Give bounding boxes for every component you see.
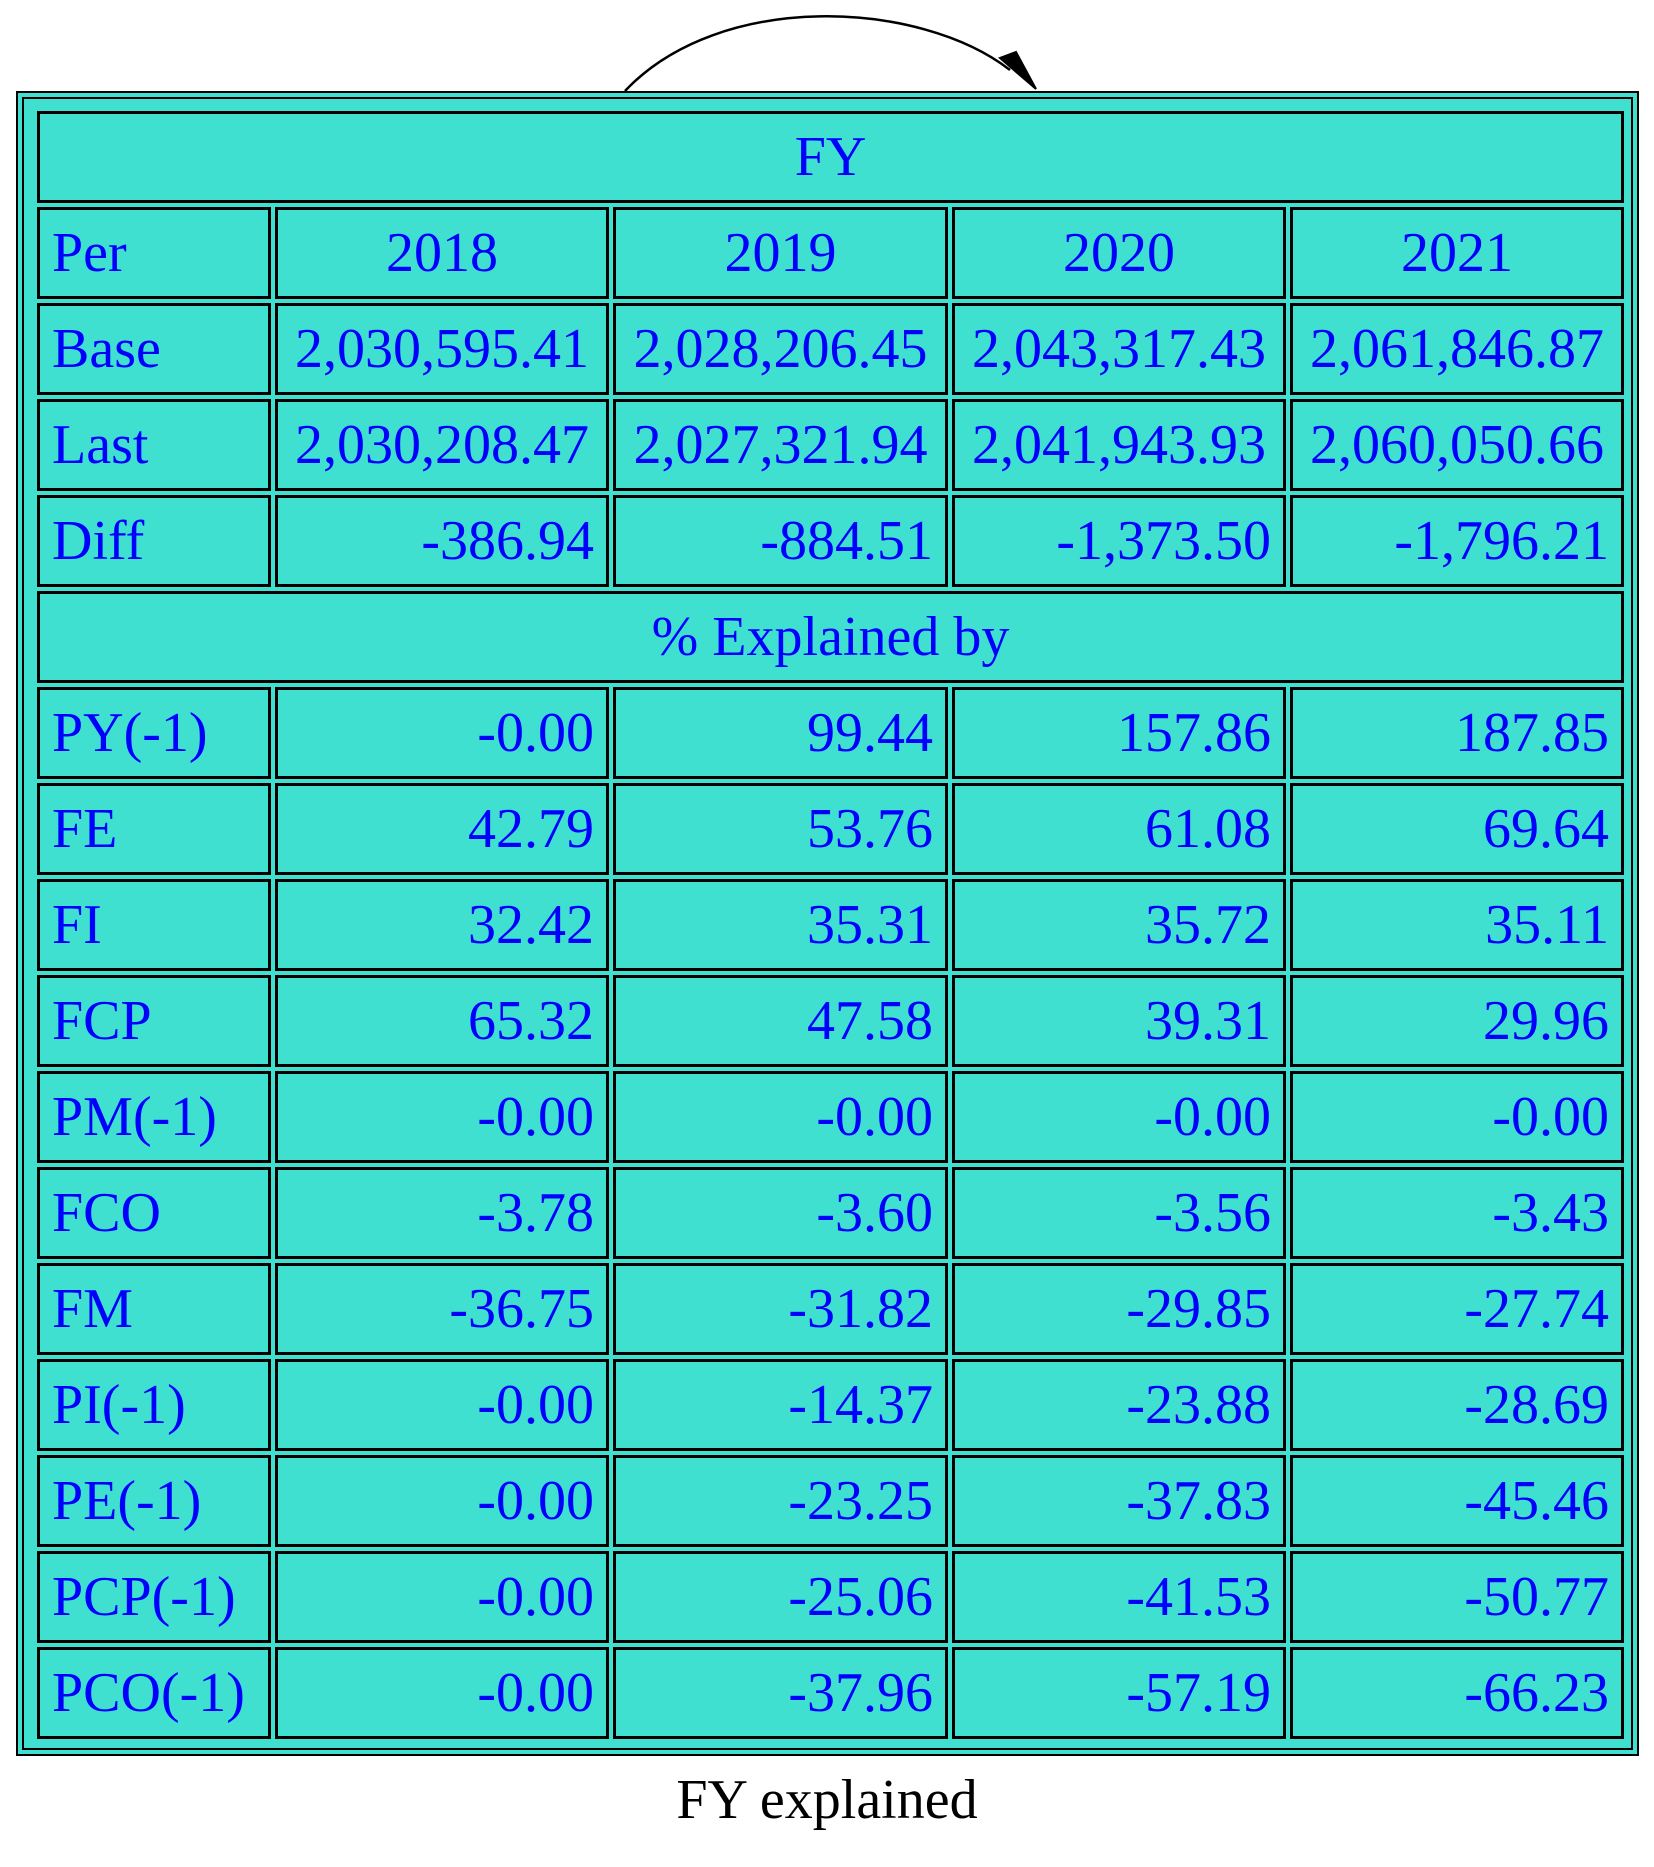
row-label-base: Base bbox=[37, 303, 271, 395]
year-header-2021: 2021 bbox=[1290, 207, 1624, 299]
value-cell: -25.06 bbox=[613, 1551, 948, 1643]
value-cell: -0.00 bbox=[275, 687, 609, 779]
value-cell: 39.31 bbox=[952, 975, 1286, 1067]
value-cell: -1,796.21 bbox=[1290, 495, 1624, 587]
table-title: FY bbox=[37, 111, 1624, 203]
value-cell: 35.31 bbox=[613, 879, 948, 971]
row-label: FE bbox=[37, 783, 271, 875]
value-cell: -37.83 bbox=[952, 1455, 1286, 1547]
value-cell: -36.75 bbox=[275, 1263, 609, 1355]
value-cell: 32.42 bbox=[275, 879, 609, 971]
self-loop-arrow bbox=[624, 15, 1037, 92]
value-cell: 2,060,050.66 bbox=[1290, 399, 1624, 491]
fy-node-inner-border bbox=[22, 97, 1633, 1750]
value-cell: 65.32 bbox=[275, 975, 609, 1067]
value-cell: -1,373.50 bbox=[952, 495, 1286, 587]
value-cell: -14.37 bbox=[613, 1359, 948, 1451]
value-cell: 99.44 bbox=[613, 687, 948, 779]
value-cell: -3.78 bbox=[275, 1167, 609, 1259]
value-cell: 42.79 bbox=[275, 783, 609, 875]
value-cell: 53.76 bbox=[613, 783, 948, 875]
self-loop-edge bbox=[624, 15, 1011, 92]
section-header: % Explained by bbox=[37, 591, 1624, 683]
value-cell: -3.56 bbox=[952, 1167, 1286, 1259]
value-cell: -29.85 bbox=[952, 1263, 1286, 1355]
year-header-2020: 2020 bbox=[952, 207, 1286, 299]
row-label: PCP(-1) bbox=[37, 1551, 271, 1643]
value-cell: -23.88 bbox=[952, 1359, 1286, 1451]
value-cell: 2,028,206.45 bbox=[613, 303, 948, 395]
value-cell: -0.00 bbox=[1290, 1071, 1624, 1163]
value-cell: 2,061,846.87 bbox=[1290, 303, 1624, 395]
value-cell: 2,043,317.43 bbox=[952, 303, 1286, 395]
value-cell: -23.25 bbox=[613, 1455, 948, 1547]
value-cell: 35.11 bbox=[1290, 879, 1624, 971]
value-cell: 35.72 bbox=[952, 879, 1286, 971]
row-label: FI bbox=[37, 879, 271, 971]
value-cell: -0.00 bbox=[613, 1071, 948, 1163]
value-cell: -50.77 bbox=[1290, 1551, 1624, 1643]
value-cell: -45.46 bbox=[1290, 1455, 1624, 1547]
row-label: FCO bbox=[37, 1167, 271, 1259]
value-cell: -37.96 bbox=[613, 1647, 948, 1739]
value-cell: 47.58 bbox=[613, 975, 948, 1067]
year-header-2019: 2019 bbox=[613, 207, 948, 299]
value-cell: -66.23 bbox=[1290, 1647, 1624, 1739]
value-cell: -386.94 bbox=[275, 495, 609, 587]
value-cell: -41.53 bbox=[952, 1551, 1286, 1643]
value-cell: 187.85 bbox=[1290, 687, 1624, 779]
value-cell: 69.64 bbox=[1290, 783, 1624, 875]
value-cell: -27.74 bbox=[1290, 1263, 1624, 1355]
value-cell: 2,030,208.47 bbox=[275, 399, 609, 491]
value-cell: -0.00 bbox=[275, 1071, 609, 1163]
value-cell: 2,027,321.94 bbox=[613, 399, 948, 491]
year-header-2018: 2018 bbox=[275, 207, 609, 299]
value-cell: -31.82 bbox=[613, 1263, 948, 1355]
graph-caption: FY explained bbox=[676, 1769, 978, 1831]
value-cell: -0.00 bbox=[275, 1647, 609, 1739]
value-cell: -0.00 bbox=[275, 1455, 609, 1547]
row-label: PM(-1) bbox=[37, 1071, 271, 1163]
header-label: Per bbox=[37, 207, 271, 299]
value-cell: 2,030,595.41 bbox=[275, 303, 609, 395]
value-cell: -28.69 bbox=[1290, 1359, 1624, 1451]
value-cell: -3.60 bbox=[613, 1167, 948, 1259]
value-cell: -0.00 bbox=[952, 1071, 1286, 1163]
value-cell: 61.08 bbox=[952, 783, 1286, 875]
row-label: PI(-1) bbox=[37, 1359, 271, 1451]
row-label: FCP bbox=[37, 975, 271, 1067]
row-label: PY(-1) bbox=[37, 687, 271, 779]
value-cell: -0.00 bbox=[275, 1359, 609, 1451]
row-label: PCO(-1) bbox=[37, 1647, 271, 1739]
row-label: FM bbox=[37, 1263, 271, 1355]
row-label-diff: Diff bbox=[37, 495, 271, 587]
value-cell: 2,041,943.93 bbox=[952, 399, 1286, 491]
value-cell: 29.96 bbox=[1290, 975, 1624, 1067]
row-label-last: Last bbox=[37, 399, 271, 491]
row-label: PE(-1) bbox=[37, 1455, 271, 1547]
value-cell: 157.86 bbox=[952, 687, 1286, 779]
value-cell: -57.19 bbox=[952, 1647, 1286, 1739]
value-cell: -3.43 bbox=[1290, 1167, 1624, 1259]
value-cell: -0.00 bbox=[275, 1551, 609, 1643]
value-cell: -884.51 bbox=[613, 495, 948, 587]
arrowhead-icon bbox=[998, 50, 1037, 90]
